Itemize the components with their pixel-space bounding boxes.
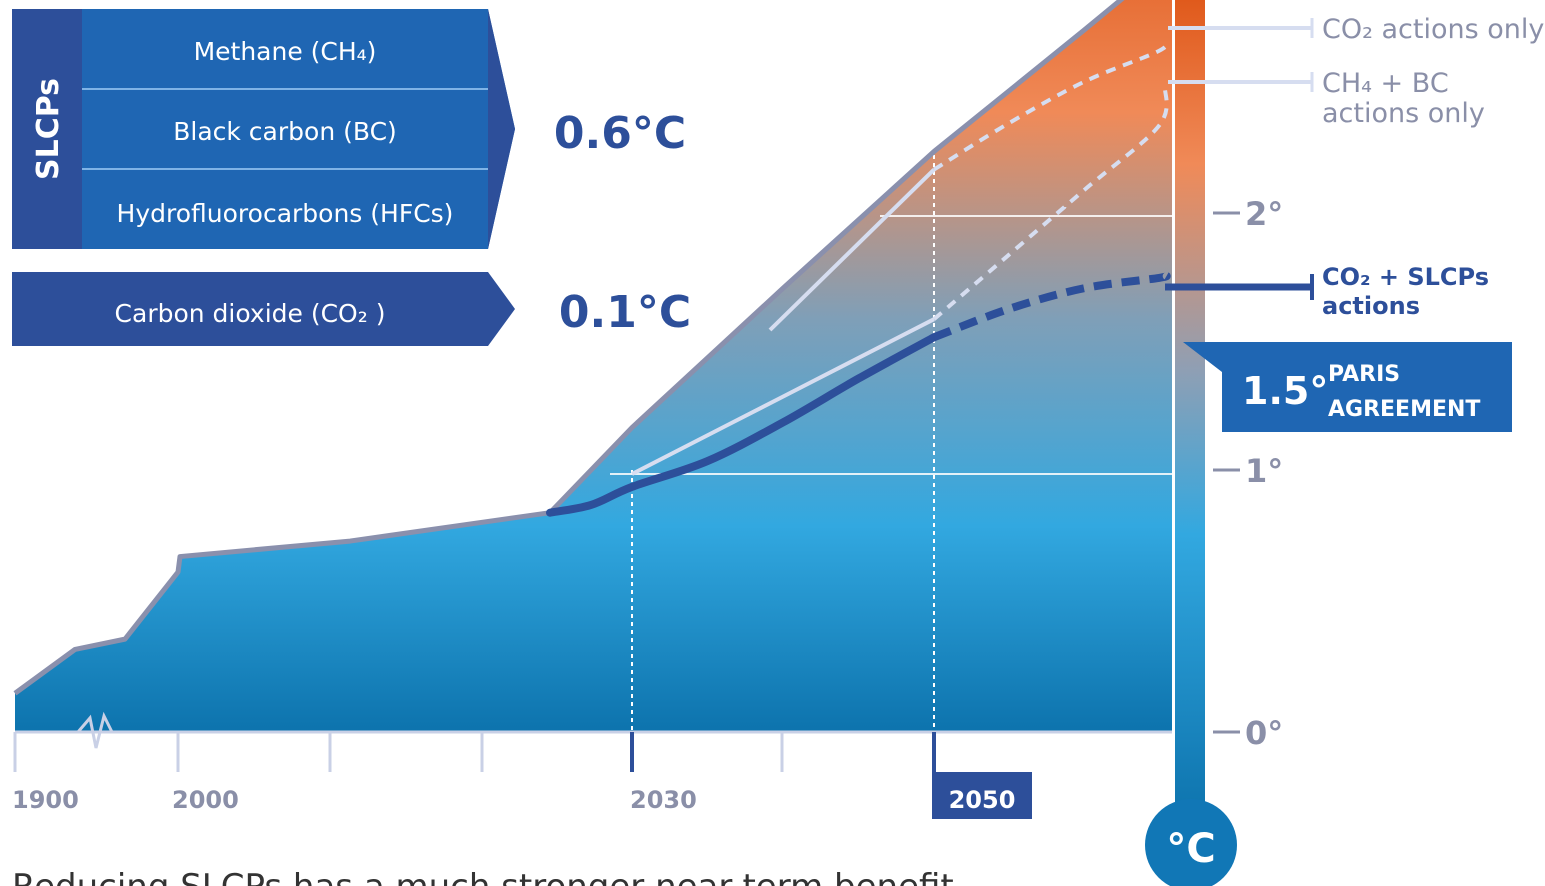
slcp-arrow: [488, 9, 515, 249]
series-line-ch4-bc-solid: [631, 317, 935, 476]
slcp-item-methane: Methane (CH₄): [194, 37, 377, 66]
thermometer-bulb: [1145, 799, 1237, 886]
slcp-value: 0.6°C: [554, 108, 686, 159]
x-tick-label: 2050: [949, 786, 1016, 814]
y-tick-label: 2°: [1245, 195, 1283, 233]
thermometer-bar: [1175, 0, 1205, 822]
co2-box: [12, 272, 515, 346]
slcp-group-tab: [12, 9, 82, 249]
series-line-co2-only-solid: [768, 168, 936, 332]
legend-combined-line1: CO₂ + SLCPs: [1322, 263, 1489, 291]
slcp-item-hfcs: Hydrofluorocarbons (HFCs): [117, 199, 454, 228]
slcp-box: [82, 9, 515, 249]
y-tick-label: 1°: [1245, 452, 1283, 490]
slcp-group-label: SLCPs: [31, 78, 66, 180]
x-ticks: [13, 732, 936, 772]
legend-ch4-bc-line1: CH₄ + BC: [1322, 68, 1449, 99]
unit-badge: °C: [1166, 826, 1215, 872]
axis-break-icon: [76, 711, 114, 749]
paris-agreement-badge: [1183, 342, 1512, 432]
warming-area: [15, 0, 1172, 732]
paris-label-line1: PARIS: [1328, 362, 1400, 387]
x-tick-label: 2000: [172, 786, 239, 814]
legend-co2-only: CO₂ actions only: [1322, 14, 1544, 45]
co2-label: Carbon dioxide (CO₂ ): [115, 299, 386, 328]
legend-ch4-bc-line2: actions only: [1322, 98, 1485, 129]
series-line-baseline: [13, 0, 1125, 696]
year-reference-lines: [631, 155, 935, 732]
paris-value: 1.5°: [1242, 369, 1328, 413]
legend-combined-line2: actions: [1322, 292, 1420, 320]
series-line-ch4-bc: [932, 86, 1169, 321]
series-line-co2-only: [932, 39, 1169, 172]
co2-value: 0.1°C: [559, 287, 691, 338]
x-tick-label: 2030: [630, 786, 697, 814]
caption: Reducing SLCPs has a much stronger near-…: [12, 867, 954, 886]
x-tick-label: 1900: [12, 786, 79, 814]
paris-label-line2: AGREEMENT: [1328, 397, 1480, 422]
gridlines: [610, 215, 1172, 475]
slcp-item-black-carbon: Black carbon (BC): [173, 117, 397, 146]
y-tick-label: 0°: [1245, 714, 1283, 752]
x-tick-highlight: [932, 772, 1032, 819]
series-line-combined: [932, 271, 1171, 342]
series-line-combined-solid: [546, 333, 938, 517]
